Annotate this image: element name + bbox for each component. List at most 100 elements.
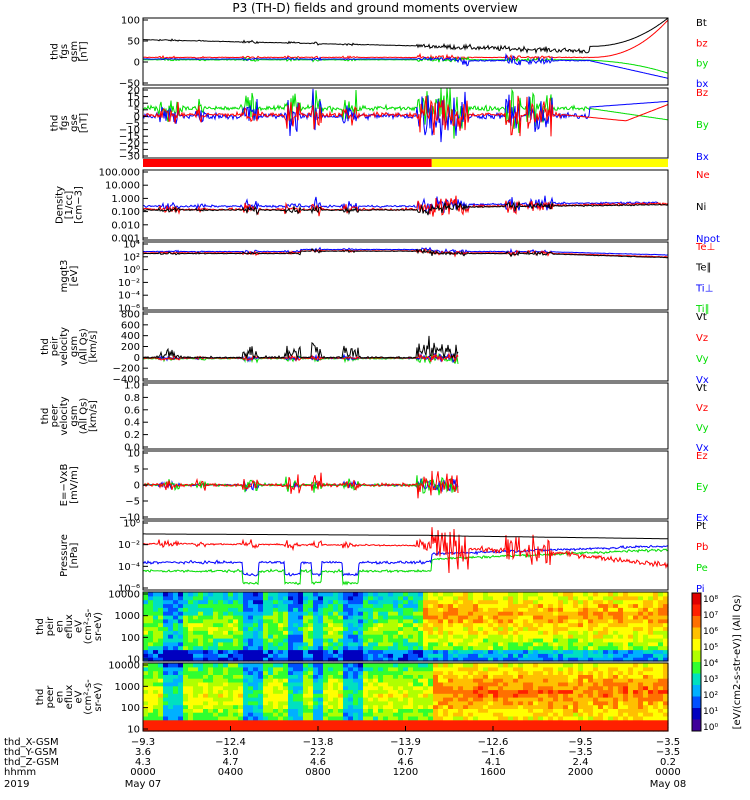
panel-frame [142, 520, 669, 591]
y-tick-label: −25 [119, 145, 140, 156]
y-tick-label: 0.4 [124, 418, 140, 429]
legend: Pt Pb Pe Pi [696, 521, 708, 595]
x-row-value: 2000 [568, 767, 593, 778]
y-tick-label: 1000 [115, 611, 140, 622]
y-label-line: thd [50, 115, 61, 132]
y-tick-label: 10 [127, 725, 140, 736]
legend: Ne Ni Npot [696, 170, 720, 245]
y-tick-label: 0 [134, 353, 140, 364]
x-row-value: −13.9 [390, 737, 421, 748]
y-label-line: peir [50, 336, 61, 356]
x-year-label: 2019 [4, 779, 29, 790]
x-row-value: −3.5 [568, 747, 592, 758]
series-Te-par [143, 247, 669, 259]
y-ticks: 10⁰ 10⁻² 10⁻⁴ 10⁻⁶ [118, 519, 148, 595]
y-tick-label: 0.6 [124, 405, 140, 416]
colorbar-tick: 10⁰ [703, 723, 718, 733]
legend-entry: by [696, 59, 708, 70]
y-label-line: en [54, 620, 65, 633]
y-tick-label: −20 [119, 138, 140, 149]
legend-entry: Pb [696, 542, 708, 553]
y-label-line: [nT] [78, 113, 89, 133]
colorbar: 10⁸ 10⁷ 10⁶ 10⁵ 10⁴ 10³ 10² 10¹ 10⁰ [eV/(cm2-s-st… [691, 592, 743, 733]
x-row-value: 2.2 [310, 747, 326, 758]
series-By [142, 87, 669, 139]
y-tick-label: 10⁻⁶ [118, 304, 140, 315]
x-axis: thd_X-GSM −9.3 −12.4 −13.8 −13.9 −12.6 −9.5 −3.… [4, 726, 686, 790]
x-row-value: 2.4 [573, 757, 589, 768]
y-label-line: [eV] [69, 266, 80, 287]
x-row-value: 0000 [130, 767, 155, 778]
series-Ti-perp [142, 246, 669, 256]
y-label-line: peer [50, 404, 61, 428]
y-label-line: eV [74, 690, 85, 703]
x-row-value: 0800 [305, 767, 330, 778]
y-tick-label: 800 [121, 310, 140, 321]
series-Ni [142, 201, 669, 216]
series-lines [142, 17, 669, 79]
x-row-value: 3.6 [135, 747, 151, 758]
y-tick-label: 10 [127, 99, 140, 110]
legend: Bz By Bx [696, 88, 709, 163]
y-tick-label: −400 [113, 375, 140, 386]
y-tick-label: 5 [134, 105, 140, 116]
y-label-line: eV [74, 620, 85, 633]
colorbar-tick: 10¹ [703, 707, 718, 717]
panel-peer_en_eflux: 10000 1000 100 10 thdpeerenefluxeV(cm²-s-sr-… [35, 661, 669, 736]
colorbar-tick: 10³ [703, 675, 718, 685]
panel-pressure: 10⁰ 10⁻² 10⁻⁴ 10⁻⁶ Pressure[nPa] Pt Pb Pe Pi [59, 519, 708, 596]
y-tick-label: 0.2 [124, 430, 140, 441]
y-tick-label: 10⁻⁴ [118, 291, 140, 302]
series-Bx [142, 88, 668, 143]
x-row-label: thd_X-GSM [4, 737, 59, 748]
legend-entry: Vz [696, 333, 708, 344]
y-tick-label: 10⁴ [123, 240, 140, 251]
y-label-line: Pressure [59, 534, 70, 577]
series-Bt [143, 17, 669, 55]
legend-entry: Vy [696, 423, 709, 434]
y-label-line: [1/cc] [64, 191, 75, 220]
legend: Ez Ey Ex [696, 451, 708, 524]
y-tick-label: −5 [125, 119, 140, 130]
y-ticks: 100 50 0 −50 [119, 16, 148, 90]
x-row-value: −13.8 [303, 737, 334, 748]
y-label-line: eflux [64, 614, 75, 639]
x-row-value: 0400 [218, 767, 243, 778]
y-axis-label: E=−VxB[mV/m] [59, 464, 80, 507]
legend-entry: Vy [696, 354, 709, 365]
x-row-value: −1.6 [481, 747, 505, 758]
y-label-line: [km/s] [88, 330, 99, 362]
y-ticks: 100.000 10.000 1.000 0.100 0.010 0.001 [99, 168, 148, 245]
series-bx [142, 52, 669, 79]
page-title: P3 (TH-D) fields and ground moments over… [232, 1, 518, 15]
y-tick-label: 10⁻⁴ [118, 562, 140, 573]
y-tick-label: 10 [127, 449, 140, 460]
y-label-line: [km/s] [88, 400, 99, 432]
y-tick-label: 0.8 [124, 393, 140, 404]
legend-entry: Te⊥ [695, 242, 715, 253]
y-tick-label: 100 [121, 703, 140, 714]
spectrogram-cells [143, 663, 669, 732]
y-tick-label: 10.000 [105, 181, 140, 192]
x-row-value: −12.6 [478, 737, 509, 748]
series-Bz [142, 95, 669, 137]
y-label-line: sr-eV) [93, 612, 104, 641]
y-tick-label: 10⁻⁶ [118, 584, 140, 595]
y-label-line: fgs [59, 44, 70, 59]
x-row-value: 1600 [480, 767, 505, 778]
series-Pt [143, 533, 668, 540]
panel-frame [142, 17, 669, 86]
x-row-value: 4.6 [398, 757, 414, 768]
x-row-value: 3.0 [223, 747, 239, 758]
legend-entry: Ti⊥ [695, 283, 713, 294]
y-label-line: fgs [59, 115, 70, 130]
x-row-value: −9.5 [568, 737, 592, 748]
y-label-line: E=−VxB [59, 464, 70, 507]
